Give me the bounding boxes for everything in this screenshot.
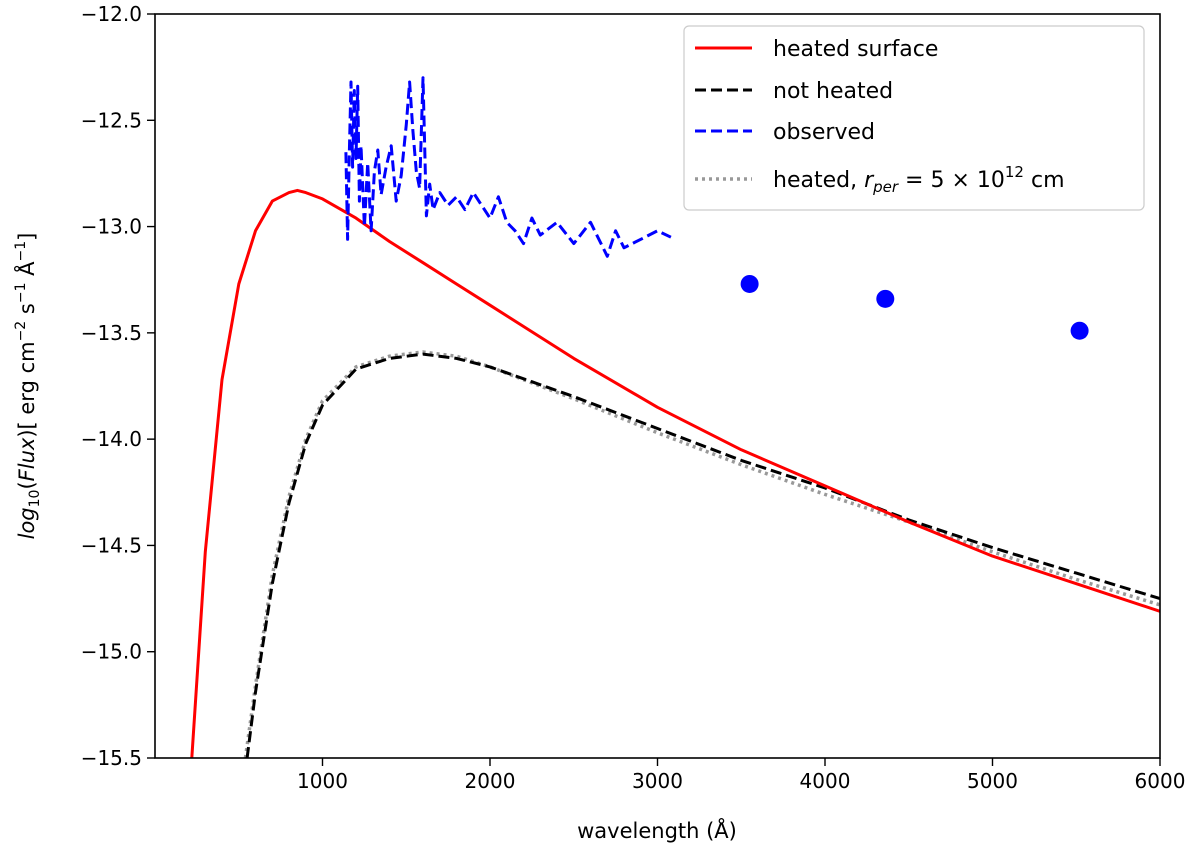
y-tick-label: −12.5 <box>81 108 142 132</box>
ticks-layer: 1000 2000 3000 4000 5000 6000 −12.0 −12.5 −13.0 −… <box>81 2 1186 793</box>
y-tick-label: −13.0 <box>81 215 142 239</box>
y-tick-label: −15.5 <box>81 746 142 770</box>
series-layer <box>190 76 1160 758</box>
y-title-log: log <box>15 507 39 539</box>
y-title-exp3: −1 <box>13 241 29 262</box>
photometry-point <box>740 274 759 293</box>
series-line-observed <box>344 76 672 258</box>
y-title-flux: Flux <box>15 437 39 481</box>
x-tick-label: 2000 <box>465 769 516 793</box>
y-title-exp2: −1 <box>13 283 29 304</box>
x-axis-title: wavelength (Å) <box>577 817 737 843</box>
photometry-point <box>1070 321 1089 340</box>
legend-box <box>683 25 1145 211</box>
y-tick-label: −13.5 <box>81 321 142 345</box>
x-tick-label: 6000 <box>1135 769 1186 793</box>
y-title-units: )[ erg cm <box>15 341 39 437</box>
markers-layer <box>740 274 1089 340</box>
y-tick-label: −14.0 <box>81 427 142 451</box>
y-title-exp1: −2 <box>13 321 29 342</box>
legend-heated-rper-var: r <box>864 168 875 193</box>
y-axis-title: log10(Flux)[ erg cm−2 s−1 Å−1] <box>13 233 43 540</box>
legend-label-not-heated: not heated <box>773 79 893 104</box>
legend-heated-rper-prefix: heated, <box>773 168 864 193</box>
legend-label-heated-rper: heated, rper = 5 × 1012 cm <box>773 163 1065 196</box>
series-line-heated-r-per-5-10-12-cm <box>243 350 1160 758</box>
legend-heated-rper-exp: 12 <box>1005 163 1024 181</box>
y-title-open: ( <box>15 481 39 489</box>
y-tick-label: −15.0 <box>81 640 142 664</box>
legend: heated surface not heated observed heate… <box>683 25 1145 211</box>
y-tick-label: −12.0 <box>81 2 142 26</box>
y-title-close: ] <box>15 233 39 241</box>
legend-label-observed: observed <box>773 120 875 145</box>
x-tick-label: 1000 <box>297 769 348 793</box>
x-tick-label: 4000 <box>800 769 851 793</box>
y-title-angstrom: Å <box>13 261 39 283</box>
legend-heated-rper-suffix: cm <box>1024 168 1065 193</box>
photometry-point <box>876 289 895 308</box>
legend-heated-rper-sub: per <box>872 178 899 196</box>
series-line-heated-surface <box>190 188 1160 758</box>
x-tick-label: 3000 <box>632 769 683 793</box>
y-title-s: s <box>15 303 39 321</box>
legend-label-heated-surface: heated surface <box>773 37 938 62</box>
y-title-log-sub: 10 <box>27 490 43 508</box>
legend-heated-rper-mid: = 5 × 10 <box>898 168 1005 193</box>
series-line-not-heated <box>245 352 1160 758</box>
x-tick-label: 5000 <box>967 769 1018 793</box>
y-tick-label: −14.5 <box>81 533 142 557</box>
